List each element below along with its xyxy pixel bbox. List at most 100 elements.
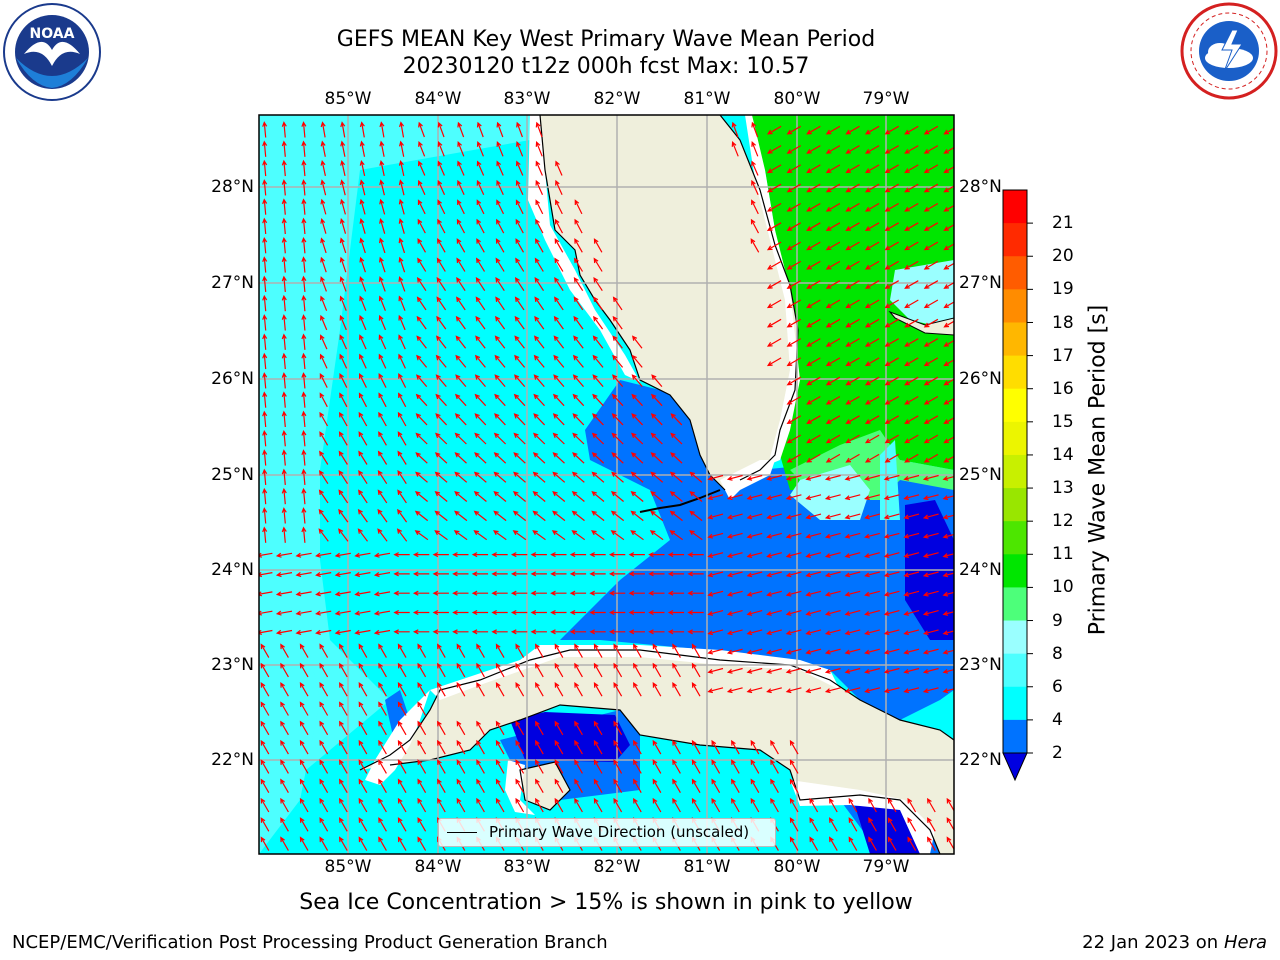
wave-arrow bbox=[825, 145, 841, 154]
wave-arrow bbox=[770, 739, 779, 755]
field-pale-2 bbox=[890, 260, 954, 330]
wave-arrow bbox=[726, 474, 743, 481]
wave-arrow bbox=[379, 160, 385, 177]
wave-arrow bbox=[456, 682, 466, 697]
wave-arrow bbox=[301, 468, 307, 485]
wave-arrow bbox=[884, 415, 899, 424]
wave-arrow bbox=[262, 526, 268, 543]
wave-arrow bbox=[844, 474, 861, 481]
wave-arrow bbox=[515, 218, 524, 234]
wave-arrow bbox=[457, 199, 465, 215]
wave-arrow bbox=[262, 314, 268, 331]
wave-arrow bbox=[593, 257, 603, 272]
wave-arrow bbox=[454, 393, 467, 407]
wave-arrow bbox=[903, 532, 920, 539]
wave-arrow bbox=[495, 662, 505, 678]
wave-arrow bbox=[552, 413, 565, 426]
colorbar-segment bbox=[1003, 719, 1027, 754]
wave-arrow bbox=[883, 590, 900, 597]
colorbar-tick-label: 12 bbox=[1052, 511, 1074, 532]
wave-arrow bbox=[359, 256, 366, 273]
wave-arrow bbox=[707, 552, 724, 558]
wave-arrow bbox=[691, 797, 701, 813]
colorbar-tick-label: 4 bbox=[1052, 709, 1063, 730]
wave-arrow bbox=[848, 817, 858, 832]
wave-arrow bbox=[340, 140, 346, 157]
wave-arrow bbox=[611, 432, 624, 445]
gridlines bbox=[259, 115, 954, 854]
wave-arrow bbox=[574, 720, 583, 736]
wave-arrow bbox=[340, 179, 346, 196]
wave-arrow bbox=[553, 335, 565, 349]
wave-arrow bbox=[378, 314, 387, 331]
wave-arrow bbox=[397, 469, 407, 485]
wave-arrow bbox=[864, 318, 880, 328]
wave-arrow bbox=[435, 393, 447, 407]
wave-arrow bbox=[825, 318, 841, 328]
mask-cuba-west bbox=[365, 690, 430, 785]
lon-tick-bottom-85: 85°W bbox=[324, 857, 372, 877]
wave-arrow bbox=[904, 280, 919, 289]
wave-arrow bbox=[301, 275, 307, 292]
wave-arrow bbox=[746, 532, 763, 539]
wave-arrow bbox=[670, 452, 683, 464]
wave-arrow bbox=[454, 510, 468, 522]
wave-arrow bbox=[437, 643, 446, 658]
wave-arrow bbox=[535, 218, 544, 234]
wave-arrow bbox=[669, 510, 683, 522]
wave-arrow bbox=[315, 610, 332, 616]
wave-arrow bbox=[844, 667, 861, 674]
colorbar-segment bbox=[1003, 521, 1027, 555]
wave-arrow bbox=[281, 198, 287, 215]
wave-arrow bbox=[553, 354, 565, 368]
wave-arrow bbox=[281, 507, 287, 524]
wave-arrow bbox=[275, 591, 293, 597]
wave-arrow bbox=[943, 146, 954, 154]
wave-arrow bbox=[432, 590, 449, 596]
wave-arrow bbox=[574, 778, 583, 793]
wave-arrow bbox=[904, 395, 919, 405]
wave-arrow bbox=[397, 508, 408, 523]
wave-arrow bbox=[824, 610, 841, 616]
wave-arrow bbox=[281, 159, 287, 177]
wave-arrow bbox=[496, 179, 504, 195]
wave-arrow bbox=[397, 836, 407, 851]
wave-arrow bbox=[262, 352, 268, 370]
wave-arrow bbox=[864, 629, 880, 636]
wave-arrow bbox=[418, 141, 426, 157]
wave-arrow bbox=[825, 202, 841, 212]
wave-arrow bbox=[474, 432, 487, 445]
wave-arrow bbox=[766, 667, 782, 674]
wave-arrow bbox=[378, 817, 387, 832]
wave-arrow bbox=[318, 469, 329, 485]
wave-arrow bbox=[496, 160, 504, 176]
wave-arrow bbox=[903, 629, 920, 636]
wave-arrow bbox=[373, 629, 391, 635]
wave-arrow bbox=[456, 276, 466, 292]
wave-arrow bbox=[378, 682, 387, 697]
wave-arrow bbox=[299, 797, 309, 813]
wave-arrow bbox=[726, 610, 743, 616]
wave-arrow bbox=[903, 513, 920, 520]
wave-arrow bbox=[359, 334, 367, 350]
wave-arrow bbox=[746, 687, 763, 694]
wave-arrow bbox=[281, 179, 287, 196]
wave-arrow bbox=[535, 682, 544, 697]
lon-tick-bottom-82: 82°W bbox=[593, 857, 641, 877]
wave-arrow bbox=[923, 395, 939, 405]
wave-arrow bbox=[476, 643, 485, 658]
wave-arrow bbox=[454, 432, 467, 445]
wave-arrow bbox=[927, 797, 936, 813]
wave-arrow bbox=[456, 797, 466, 813]
lat-tick-right-26: 26°N bbox=[959, 369, 1002, 389]
wave-arrow bbox=[397, 489, 407, 504]
wave-arrow bbox=[393, 571, 410, 577]
wave-arrow bbox=[378, 701, 387, 716]
wave-arrow bbox=[689, 471, 703, 483]
wave-arrow bbox=[340, 198, 346, 215]
wave-arrow bbox=[845, 183, 860, 193]
wave-arrow bbox=[633, 797, 642, 813]
wave-arrow bbox=[591, 510, 605, 522]
colorbar-tick-label: 2 bbox=[1052, 743, 1063, 763]
wave-arrow bbox=[572, 374, 584, 387]
